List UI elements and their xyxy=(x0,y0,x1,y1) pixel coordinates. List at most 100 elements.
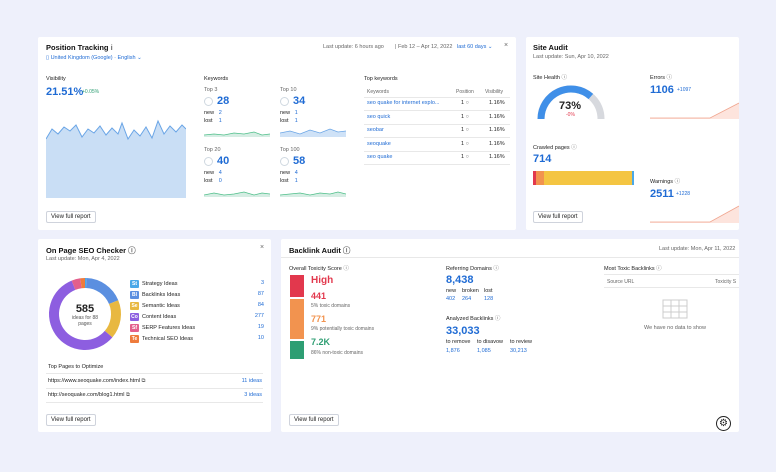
page-url-link[interactable]: http://seoquake.com/blog1.html ⧉ xyxy=(48,392,130,398)
op-last-update: Last update: Mon, Apr 4, 2022 xyxy=(46,256,120,262)
idea-badge: Co xyxy=(130,313,139,321)
idea-item[interactable]: St Strategy Ideas xyxy=(130,280,178,288)
top10-value: 34 xyxy=(293,95,306,107)
toxicity-high-bar xyxy=(290,275,304,297)
idea-item[interactable]: Te Technical SEO Ideas xyxy=(130,335,194,343)
external-link-icon: ⧉ xyxy=(141,378,146,384)
ideas-sub1: ideas for 88 xyxy=(71,315,99,321)
top20-ring-icon xyxy=(204,157,213,166)
keyword-link[interactable]: seo quick xyxy=(367,113,391,120)
ref-new[interactable]: 402 xyxy=(446,296,456,302)
idea-badge: Bl xyxy=(130,291,139,299)
ref-broken[interactable]: 264 xyxy=(462,296,472,302)
to-remove-label: to remove xyxy=(446,339,471,345)
donut-slice xyxy=(71,278,82,290)
top20-lost: lost 0 xyxy=(204,178,222,184)
to-disavow[interactable]: 1,085 xyxy=(477,348,491,354)
visibility-delta: +0.05% xyxy=(82,89,100,95)
warnings-label: Warnings ⓘ xyxy=(650,179,681,185)
errors-sparkline xyxy=(650,102,739,119)
device-icon: ▯ xyxy=(46,55,50,61)
page-ideas-count[interactable]: 3 ideas xyxy=(244,392,262,398)
keyword-link[interactable]: seo quake for internet explo... xyxy=(367,100,440,106)
top3-lost: lost 1 xyxy=(204,118,222,124)
donut-slice xyxy=(104,300,121,338)
ref-lost[interactable]: 128 xyxy=(484,296,494,302)
pt-last-update: Last update: 6 hours ago xyxy=(323,44,384,50)
warnings-delta: +1228 xyxy=(676,191,691,197)
toxicity-mid-count: 771 xyxy=(311,314,327,324)
pt-view-full-report-button[interactable]: View full report xyxy=(46,211,96,223)
toxicity-high-label: High xyxy=(311,275,334,286)
toxicity-mid-bar xyxy=(290,299,304,339)
sa-view-full-report-button[interactable]: View full report xyxy=(533,211,583,223)
top3-label: Top 3 xyxy=(204,87,218,93)
op-view-full-report-button[interactable]: View full report xyxy=(46,414,96,426)
to-remove[interactable]: 1,876 xyxy=(446,348,460,354)
idea-count[interactable]: 84 xyxy=(257,302,264,308)
col-position: Position xyxy=(456,89,474,95)
to-review[interactable]: 30,213 xyxy=(510,348,527,354)
idea-count[interactable]: 87 xyxy=(257,291,264,297)
on-page-seo-card: On Page SEO Checker ⓘ × Last update: Mon… xyxy=(38,239,271,432)
keyword-position: 1 ○ xyxy=(461,140,469,147)
ideas-donut-chart xyxy=(49,278,121,350)
top3-ring-icon xyxy=(204,97,213,106)
keyword-position: 1 ○ xyxy=(461,154,469,160)
ref-new-label: new xyxy=(446,288,457,294)
external-link-icon: ⧉ xyxy=(125,392,130,398)
keyword-link[interactable]: seoquake xyxy=(367,140,391,147)
idea-count[interactable]: 10 xyxy=(257,335,264,341)
site-health-value: 73% xyxy=(559,100,582,112)
empty-table-icon xyxy=(662,299,688,319)
page-ideas-count[interactable]: 11 ideas xyxy=(241,378,262,384)
keyword-link[interactable]: seobar xyxy=(367,127,384,133)
top100-sparkline xyxy=(280,191,346,197)
idea-item[interactable]: Co Content Ideas xyxy=(130,313,177,321)
gear-icon[interactable]: ⚙ xyxy=(716,416,731,431)
idea-item[interactable]: Sf SERP Features Ideas xyxy=(130,324,196,332)
pt-location-select[interactable]: ▯ United Kingdom (Google) · English ⌄ xyxy=(46,55,142,61)
keyword-position: 1 ○ xyxy=(461,127,469,133)
keyword-visibility: 1.16% xyxy=(489,154,505,160)
ba-view-full-report-button[interactable]: View full report xyxy=(289,414,339,426)
analyzed-value: 33,033 xyxy=(446,325,480,337)
errors-delta: +1097 xyxy=(677,87,692,93)
pt-title: Position Tracking i xyxy=(46,43,113,52)
warnings-sparkline xyxy=(650,205,739,223)
ideas-sub2: pages xyxy=(78,321,92,327)
idea-badge: Se xyxy=(130,302,139,310)
top100-lost: lost 1 xyxy=(280,178,298,184)
idea-count[interactable]: 277 xyxy=(254,313,264,319)
ba-title: Backlink Audit ⓘ xyxy=(289,246,351,255)
no-data-text: We have no data to show xyxy=(644,325,706,331)
pt-close-icon[interactable]: × xyxy=(504,42,509,49)
crawled-pages-value: 714 xyxy=(533,153,552,165)
idea-item[interactable]: Se Semantic Ideas xyxy=(130,302,180,310)
to-disavow-label: to disavow xyxy=(477,339,503,345)
top10-ring-icon xyxy=(280,97,289,106)
ref-domains-label: Referring Domains ⓘ xyxy=(446,266,499,272)
to-review-label: to review xyxy=(510,339,533,345)
site-health-gauge xyxy=(537,85,605,120)
idea-count[interactable]: 19 xyxy=(257,324,264,330)
site-audit-card: Site Audit Last update: Sun, Apr 10, 202… xyxy=(526,37,739,230)
ideas-total: 585 xyxy=(75,303,95,315)
ba-last-update: Last update: Mon, Apr 11, 2022 xyxy=(659,246,736,252)
keyword-link[interactable]: seo quake xyxy=(367,154,393,160)
errors-value: 1106 xyxy=(650,84,674,96)
sa-last-update: Last update: Sun, Apr 10, 2022 xyxy=(533,54,609,60)
op-close-icon[interactable]: × xyxy=(260,244,265,251)
top3-value: 28 xyxy=(217,95,230,107)
page-url-link[interactable]: https://www.seoquake.com/index.html ⧉ xyxy=(48,378,146,384)
idea-item[interactable]: Bl Backlinks Ideas xyxy=(130,291,181,299)
idea-count[interactable]: 3 xyxy=(260,280,264,286)
keyword-position: 1 ○ xyxy=(461,113,469,120)
top100-ring-icon xyxy=(280,157,289,166)
visibility-value: 21.51% xyxy=(46,86,84,98)
ref-domains-value: 8,438 xyxy=(446,274,474,286)
toxicity-high-count: 441 xyxy=(311,291,327,301)
idea-badge: St xyxy=(130,280,139,288)
toxicity-col: Toxicity S xyxy=(715,279,737,285)
pt-period-select[interactable]: last 60 days ⌄ xyxy=(457,44,493,50)
